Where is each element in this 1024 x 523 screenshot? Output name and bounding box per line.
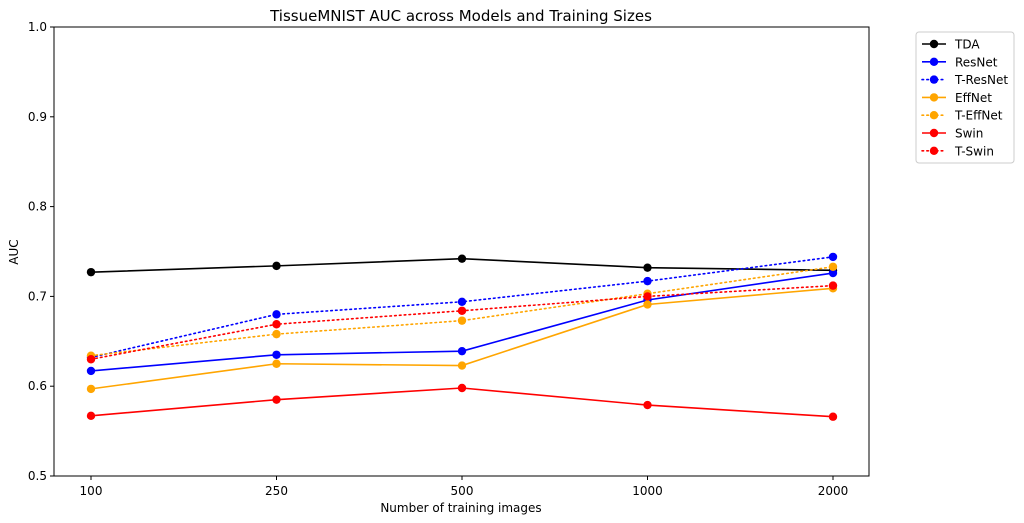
y-axis: 0.5 0.6 0.7 0.8 0.9 1.0 — [28, 20, 54, 483]
data-point — [86, 355, 96, 364]
data-point — [828, 281, 838, 290]
series-swin — [86, 383, 838, 421]
data-point — [457, 316, 467, 325]
legend-marker — [929, 128, 939, 138]
legend-item: T-ResNet — [921, 73, 1008, 87]
chart-title: TissueMNIST AUC across Models and Traini… — [269, 7, 652, 25]
y-tick-label: 0.9 — [28, 110, 47, 124]
series-tda — [86, 254, 838, 277]
data-point — [457, 346, 467, 356]
data-point — [86, 267, 96, 277]
data-point — [457, 361, 467, 370]
x-tick-label: 100 — [80, 484, 103, 498]
legend-marker — [929, 93, 939, 102]
legend-label: TDA — [954, 38, 980, 52]
y-tick-label: 0.5 — [28, 469, 47, 483]
legend-marker — [929, 75, 939, 84]
y-tick-label: 0.8 — [28, 200, 47, 214]
legend-label: T-Swin — [954, 144, 994, 158]
series-t-swin — [86, 281, 838, 364]
legend-label: Swin — [955, 127, 983, 141]
data-point — [457, 383, 467, 393]
data-point — [828, 268, 838, 278]
legend-label: T-ResNet — [954, 73, 1008, 87]
data-point — [457, 254, 467, 263]
data-point — [86, 411, 96, 421]
data-point — [643, 400, 652, 410]
y-axis-label: AUC — [7, 239, 21, 264]
y-tick-label: 0.7 — [28, 289, 47, 303]
legend-marker — [929, 39, 939, 49]
data-point — [272, 395, 281, 404]
x-tick-label: 1000 — [632, 484, 663, 498]
y-tick-label: 1.0 — [28, 20, 47, 34]
legend-marker — [929, 111, 939, 120]
x-tick-label: 2000 — [818, 484, 849, 498]
legend-marker — [929, 146, 939, 155]
data-point — [272, 359, 281, 368]
legend-item: ResNet — [922, 55, 998, 69]
data-point — [643, 300, 652, 309]
legend-label: T-EffNet — [954, 109, 1003, 123]
x-tick-label: 250 — [265, 484, 288, 498]
legend-item: Swin — [922, 127, 983, 141]
data-point — [272, 350, 281, 359]
data-point — [272, 329, 281, 339]
legend-item: T-EffNet — [921, 109, 1003, 123]
data-point — [643, 292, 652, 301]
data-point — [457, 297, 467, 306]
data-point — [86, 384, 96, 394]
x-axis-label: Number of training images — [380, 501, 541, 515]
data-point — [828, 262, 838, 271]
legend-label: ResNet — [955, 55, 998, 69]
x-tick-label: 500 — [451, 484, 474, 498]
series-effnet — [86, 284, 838, 394]
legend-item: EffNet — [922, 91, 992, 105]
data-point — [86, 366, 96, 376]
data-point — [643, 263, 652, 272]
legend-marker — [929, 57, 939, 66]
data-point — [457, 306, 467, 315]
legend: TDA ResNet T-ResNet EffNet T-EffNet Swin T-Swi… — [915, 31, 1015, 164]
series-line — [90, 265, 834, 357]
y-tick-label: 0.6 — [28, 379, 47, 393]
series-line — [90, 387, 834, 418]
data-point — [272, 261, 281, 271]
data-point — [828, 252, 838, 262]
legend-label: EffNet — [955, 91, 992, 105]
legend-item: T-Swin — [921, 144, 994, 158]
data-point — [272, 320, 281, 329]
data-point — [272, 310, 281, 319]
x-axis: 100 250 500 1000 2000 — [80, 476, 849, 498]
legend-frame — [915, 31, 1015, 164]
legend-item: TDA — [922, 38, 980, 52]
data-point — [643, 276, 652, 286]
series-layer — [86, 252, 838, 421]
data-point — [828, 412, 838, 421]
